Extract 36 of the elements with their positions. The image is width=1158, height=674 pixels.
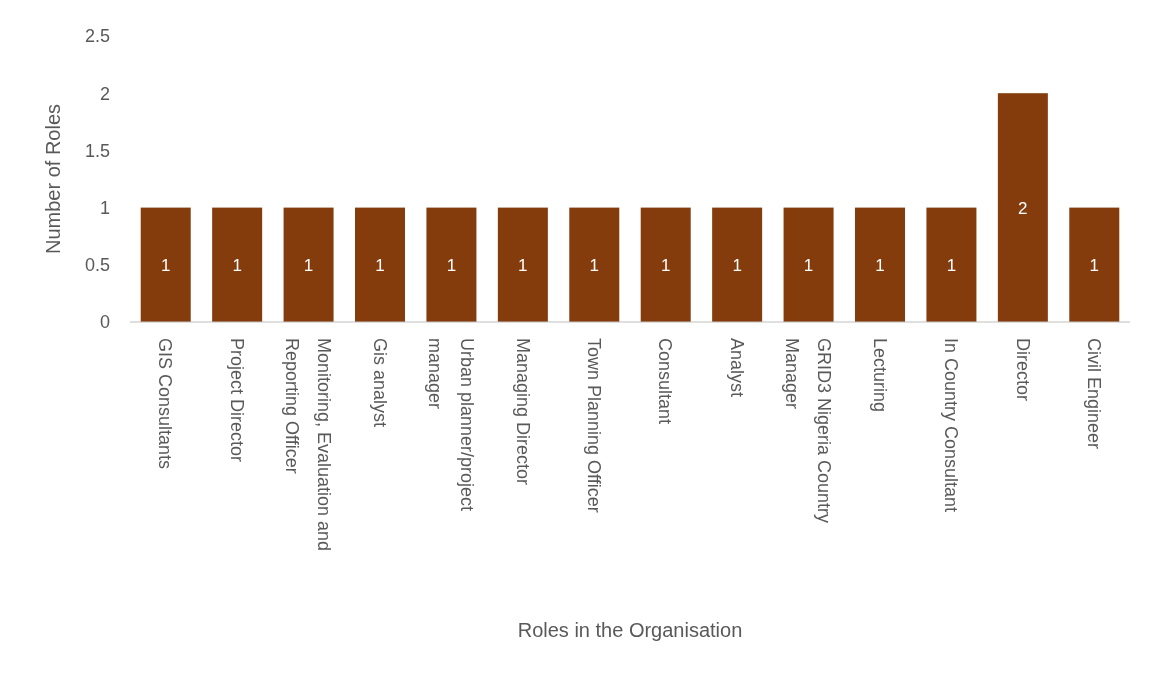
x-tick-label: Civil Engineer: [1083, 338, 1104, 450]
x-tick-label: In Country Consultant: [941, 338, 962, 513]
y-tick-label: 0.5: [84, 255, 110, 276]
data-label: 1: [303, 255, 314, 275]
data-label: 1: [160, 255, 171, 275]
data-label: 1: [660, 255, 671, 275]
y-tick-label: 0: [99, 312, 110, 333]
y-tick-label: 2.5: [84, 26, 110, 47]
data-label: 1: [875, 255, 885, 275]
y-tick-label: 2: [99, 83, 110, 104]
data-label: 2: [1018, 198, 1028, 218]
data-label: 1: [518, 255, 528, 275]
data-label: 1: [446, 255, 457, 275]
data-label: 1: [732, 255, 742, 275]
x-tick-label: Project Director: [226, 338, 247, 463]
x-tick-label: GIS Consultants: [155, 338, 176, 470]
x-tick-label: GRID3 Nigeria Country Manager: [782, 338, 835, 524]
x-tick-label: Monitoring, Evaluation and Reporting Officer: [282, 338, 335, 552]
data-label: 1: [1089, 255, 1100, 275]
x-tick-label: Managing Director: [512, 338, 533, 486]
data-label: 1: [946, 255, 957, 275]
data-label: 1: [803, 255, 814, 275]
data-label: 1: [375, 255, 385, 275]
x-axis-title: Roles in the Organisation: [517, 619, 743, 641]
x-tick-label: Gis analyst: [369, 338, 390, 428]
data-label: 1: [232, 255, 242, 275]
data-label: 1: [589, 255, 600, 275]
x-tick-label: Lecturing: [869, 338, 890, 413]
x-tick-label: Urban planner/project manager: [425, 338, 478, 512]
y-tick-label: 1: [99, 197, 110, 218]
x-tick-label: Analyst: [726, 338, 747, 398]
y-tick-label: 1.5: [84, 140, 110, 161]
x-tick-label: Director: [1012, 338, 1033, 402]
y-axis-title: Number of Roles: [42, 103, 64, 255]
x-tick-label: Town Planning Officer: [583, 338, 604, 513]
x-tick-label: Consultant: [655, 338, 676, 425]
